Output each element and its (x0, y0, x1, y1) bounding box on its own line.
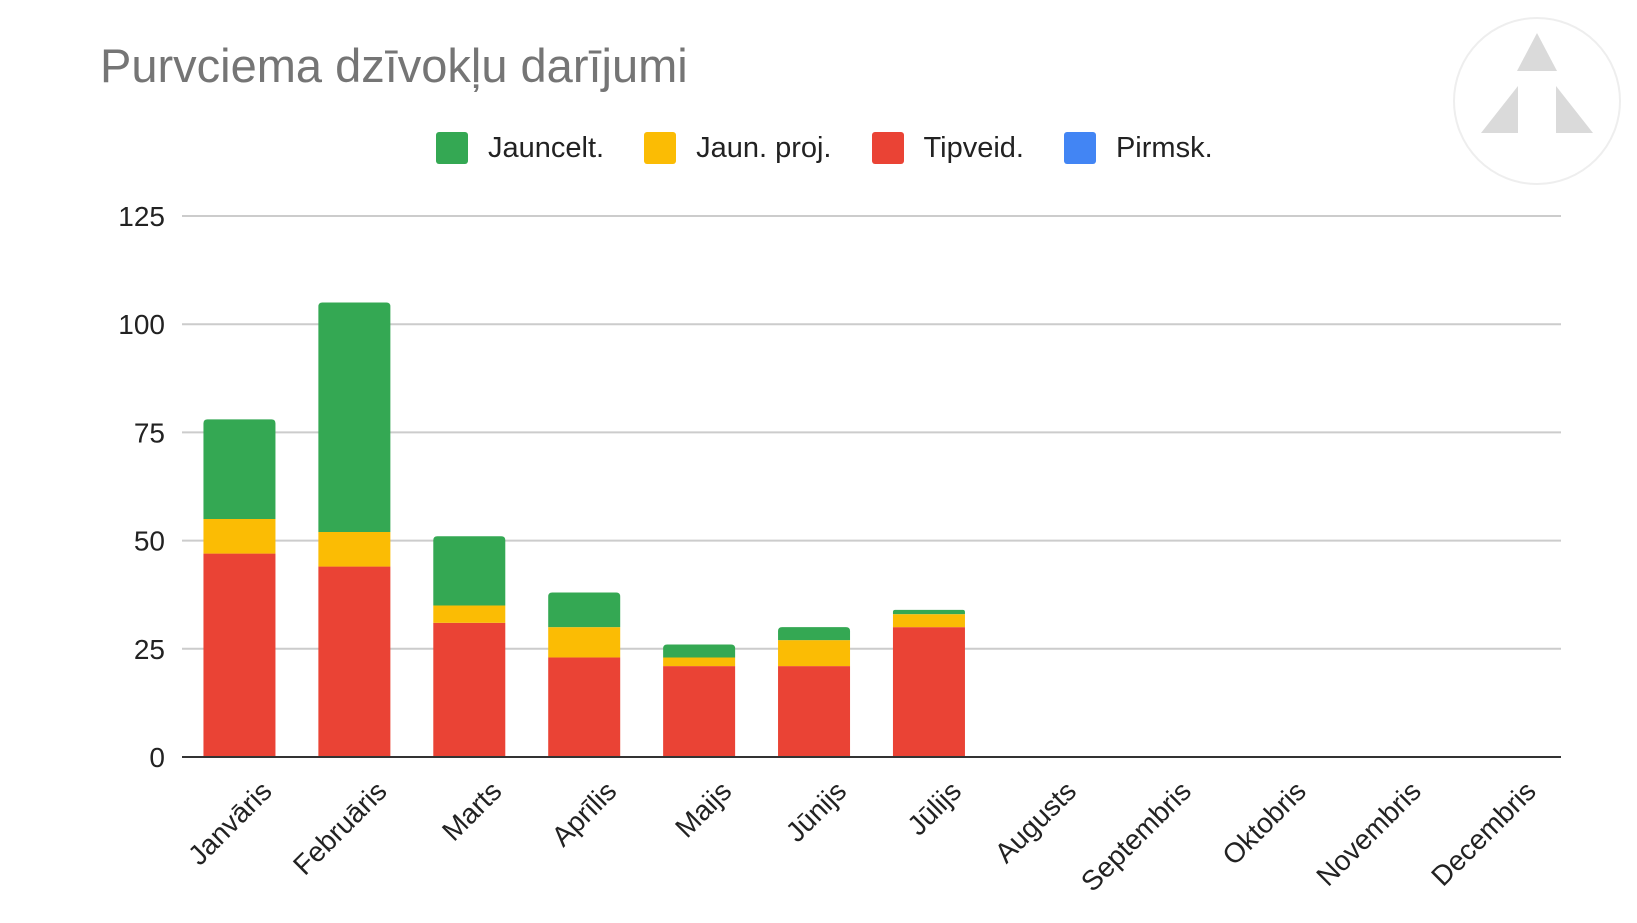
chart-title: Purvciema dzīvokļu darījumi (100, 39, 688, 92)
y-tick-label: 125 (118, 201, 165, 232)
bar-segment-jaun-proj-4 (663, 657, 736, 667)
x-tick-label: Aprīlis (546, 775, 623, 852)
bar-segment-tipveid-3 (548, 657, 621, 757)
bar-segment-tipveid-1 (318, 566, 391, 757)
legend-item: Tipveid. (871, 131, 1024, 165)
legend-swatch (871, 132, 904, 164)
x-tick-label: Decembris (1425, 775, 1542, 892)
bar-segment-jaun-proj-2 (433, 605, 506, 623)
x-tick-label: Janvāris (182, 775, 278, 871)
legend-label: Tipveid. (923, 131, 1024, 164)
bar-segment-jauncelt-3 (548, 592, 621, 628)
legend-swatch (644, 132, 677, 164)
legend-swatch (1063, 132, 1096, 164)
triangle-logo-icon (1453, 17, 1621, 185)
y-tick-label: 50 (134, 526, 165, 557)
x-tick-label: Novembris (1310, 775, 1427, 892)
legend-item: Jauncelt. (436, 132, 604, 165)
bar-segment-tipveid-5 (778, 666, 851, 757)
bar-segment-jauncelt-2 (433, 536, 506, 606)
y-tick-label: 25 (134, 634, 165, 665)
bar-segment-jauncelt-1 (318, 302, 391, 532)
legend-label: Pirmsk. (1115, 131, 1213, 164)
y-tick-label: 75 (134, 417, 165, 448)
bar-segment-jaun-proj-5 (778, 640, 851, 667)
x-tick-label: Marts (436, 775, 507, 846)
y-tick-label: 100 (118, 309, 165, 340)
x-axis-ticks: Janvāris Februāris Marts Aprīlis Maijs Jūnijs… (182, 775, 1542, 897)
y-axis-ticks: 0 25 50 75 100 125 (118, 201, 165, 773)
bar-segment-jauncelt-5 (778, 627, 851, 641)
bar-segment-tipveid-6 (892, 627, 965, 757)
bar-segment-jauncelt-6 (892, 609, 965, 615)
gridlines (182, 215, 1561, 650)
x-tick-label: Jūlijs (901, 775, 967, 841)
bar-segment-jaun-proj-0 (203, 518, 276, 554)
legend-swatch (436, 132, 468, 164)
bar-segment-tipveid-2 (433, 622, 506, 757)
bar-segment-tipveid-4 (663, 666, 736, 757)
y-tick-label: 0 (149, 742, 165, 773)
x-tick-label: Septembris (1075, 775, 1197, 897)
bar-segment-jauncelt-4 (663, 644, 736, 658)
legend-label: Jaun. proj. (696, 131, 832, 164)
legend: Jauncelt. Jaun. proj. Tipveid. Pirmsk. (436, 130, 1253, 166)
bar-segment-jaun-proj-3 (548, 627, 621, 658)
legend-label: Jauncelt. (488, 131, 605, 164)
bar-segment-jauncelt-0 (203, 419, 276, 519)
legend-item: Jaun. proj. (644, 131, 832, 165)
legend-item: Pirmsk. (1063, 131, 1213, 165)
x-tick-label: Maijs (669, 775, 737, 843)
bar-segment-jaun-proj-6 (892, 614, 965, 628)
x-tick-label: Jūnijs (780, 775, 853, 848)
bar-segment-tipveid-0 (203, 553, 276, 757)
x-tick-label: Februāris (287, 775, 393, 881)
x-tick-label: Oktobris (1216, 775, 1312, 871)
bar-segment-jaun-proj-1 (318, 531, 391, 567)
bars (203, 302, 965, 757)
x-tick-label: Augusts (989, 775, 1082, 868)
